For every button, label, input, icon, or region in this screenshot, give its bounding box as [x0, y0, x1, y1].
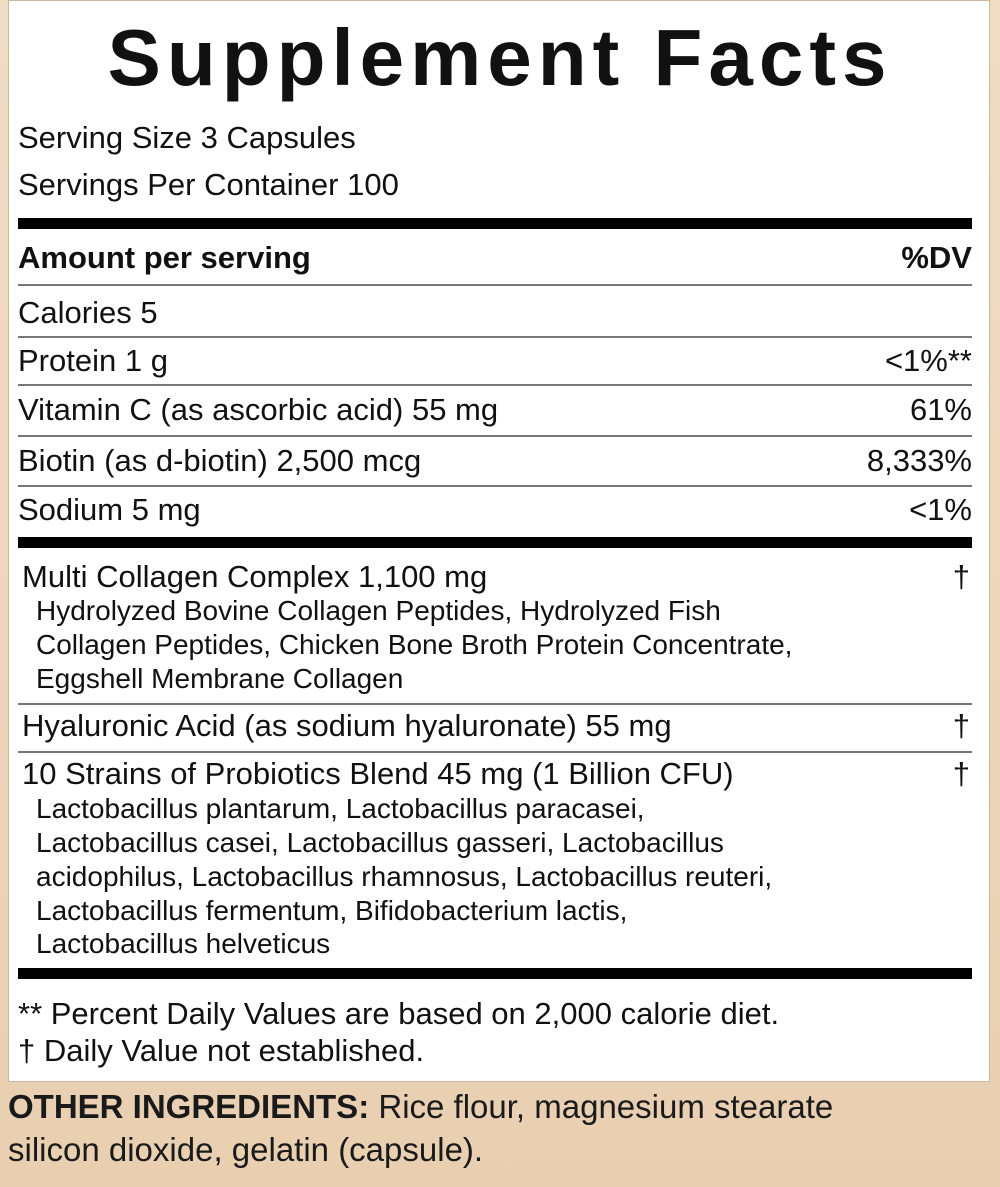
blend-detail: acidophilus, Lactobacillus rhamnosus, La…	[36, 861, 773, 892]
other-ingredients-label: OTHER INGREDIENTS:	[8, 1088, 370, 1125]
divider	[18, 751, 972, 753]
nutrient-name: Protein 1 g	[18, 343, 168, 378]
divider	[18, 384, 972, 386]
other-ingredients-line2: silicon dioxide, gelatin (capsule).	[8, 1131, 484, 1168]
divider	[18, 703, 972, 705]
divider	[18, 485, 972, 487]
serving-size: Serving Size 3 Capsules	[18, 120, 356, 155]
nutrient-dv: 61%	[909, 392, 972, 427]
blend-detail: Lactobacillus plantarum, Lactobacillus p…	[36, 793, 645, 824]
blend-name: Multi Collagen Complex 1,100 mg	[22, 559, 488, 594]
nutrient-name: Calories 5	[18, 295, 158, 330]
divider	[18, 336, 972, 338]
divider-thick	[18, 218, 972, 229]
divider	[18, 284, 972, 286]
nutrient-name: Vitamin C (as ascorbic acid) 55 mg	[18, 392, 499, 427]
blend-detail: Lactobacillus fermentum, Bifidobacterium…	[36, 895, 628, 926]
blend-dv: †	[952, 559, 970, 594]
blend-name: 10 Strains of Probiotics Blend 45 mg (1 …	[22, 756, 734, 791]
nutrient-name: Biotin (as d-biotin) 2,500 mcg	[18, 443, 422, 478]
footnote: ** Percent Daily Values are based on 2,0…	[18, 996, 780, 1031]
dv-header: %DV	[901, 240, 972, 275]
blend-detail: Collagen Peptides, Chicken Bone Broth Pr…	[36, 629, 793, 660]
amount-header: Amount per serving	[18, 240, 311, 275]
blend-detail: Eggshell Membrane Collagen	[36, 663, 404, 694]
page-title: Supplement Facts	[107, 13, 893, 102]
nutrient-dv: 8,333%	[866, 443, 972, 478]
divider-thick	[18, 968, 972, 979]
blend-dv: †	[952, 756, 970, 791]
blend-dv: †	[952, 708, 970, 743]
divider	[18, 435, 972, 437]
other-ingredients-line1: Rice flour, magnesium stearate	[369, 1088, 834, 1125]
footnote: † Daily Value not established.	[18, 1033, 425, 1068]
blend-detail: Lactobacillus casei, Lactobacillus gasse…	[36, 827, 724, 858]
servings-per-container: Servings Per Container 100	[18, 167, 399, 202]
nutrient-dv: <1%	[909, 492, 972, 527]
blend-detail: Hydrolyzed Bovine Collagen Peptides, Hyd…	[36, 595, 721, 626]
blend-name: Hyaluronic Acid (as sodium hyaluronate) …	[22, 708, 672, 743]
nutrient-dv: <1%**	[884, 343, 972, 378]
blend-detail: Lactobacillus helveticus	[36, 928, 331, 959]
other-ingredients: OTHER INGREDIENTS: Rice flour, magnesium…	[8, 1090, 833, 1123]
nutrient-name: Sodium 5 mg	[18, 492, 201, 527]
divider-thick	[18, 537, 972, 548]
